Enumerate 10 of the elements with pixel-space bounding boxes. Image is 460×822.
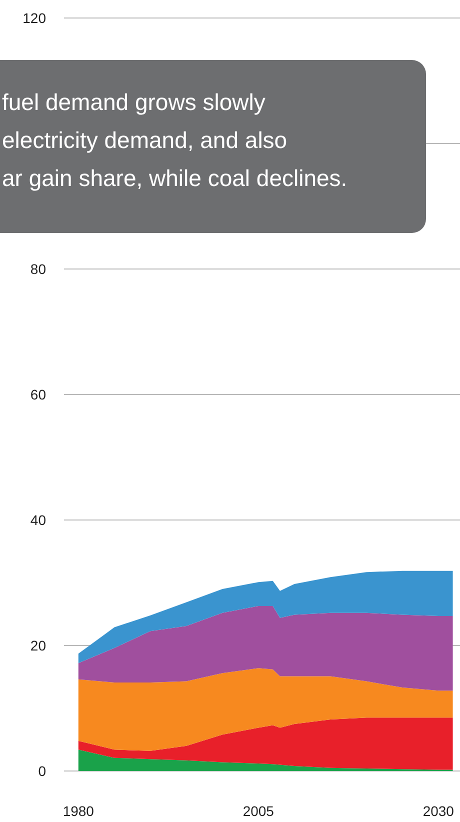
y-tick-label: 20 [30, 637, 46, 654]
y-tick-label: 40 [30, 512, 46, 528]
x-tick-label: 2030 [422, 803, 454, 819]
y-tick-label: 0 [38, 762, 46, 779]
x-tick-label: 2005 [242, 803, 274, 819]
y-tick-label: 120 [22, 10, 46, 26]
y-tick-label: 60 [30, 386, 46, 402]
annotation: fuel demand grows slowly electricity demand, and also ar gain share, while coal declines. [2, 89, 348, 191]
x-tick-label: 1980 [62, 803, 94, 819]
y-tick-label: 80 [30, 260, 46, 277]
